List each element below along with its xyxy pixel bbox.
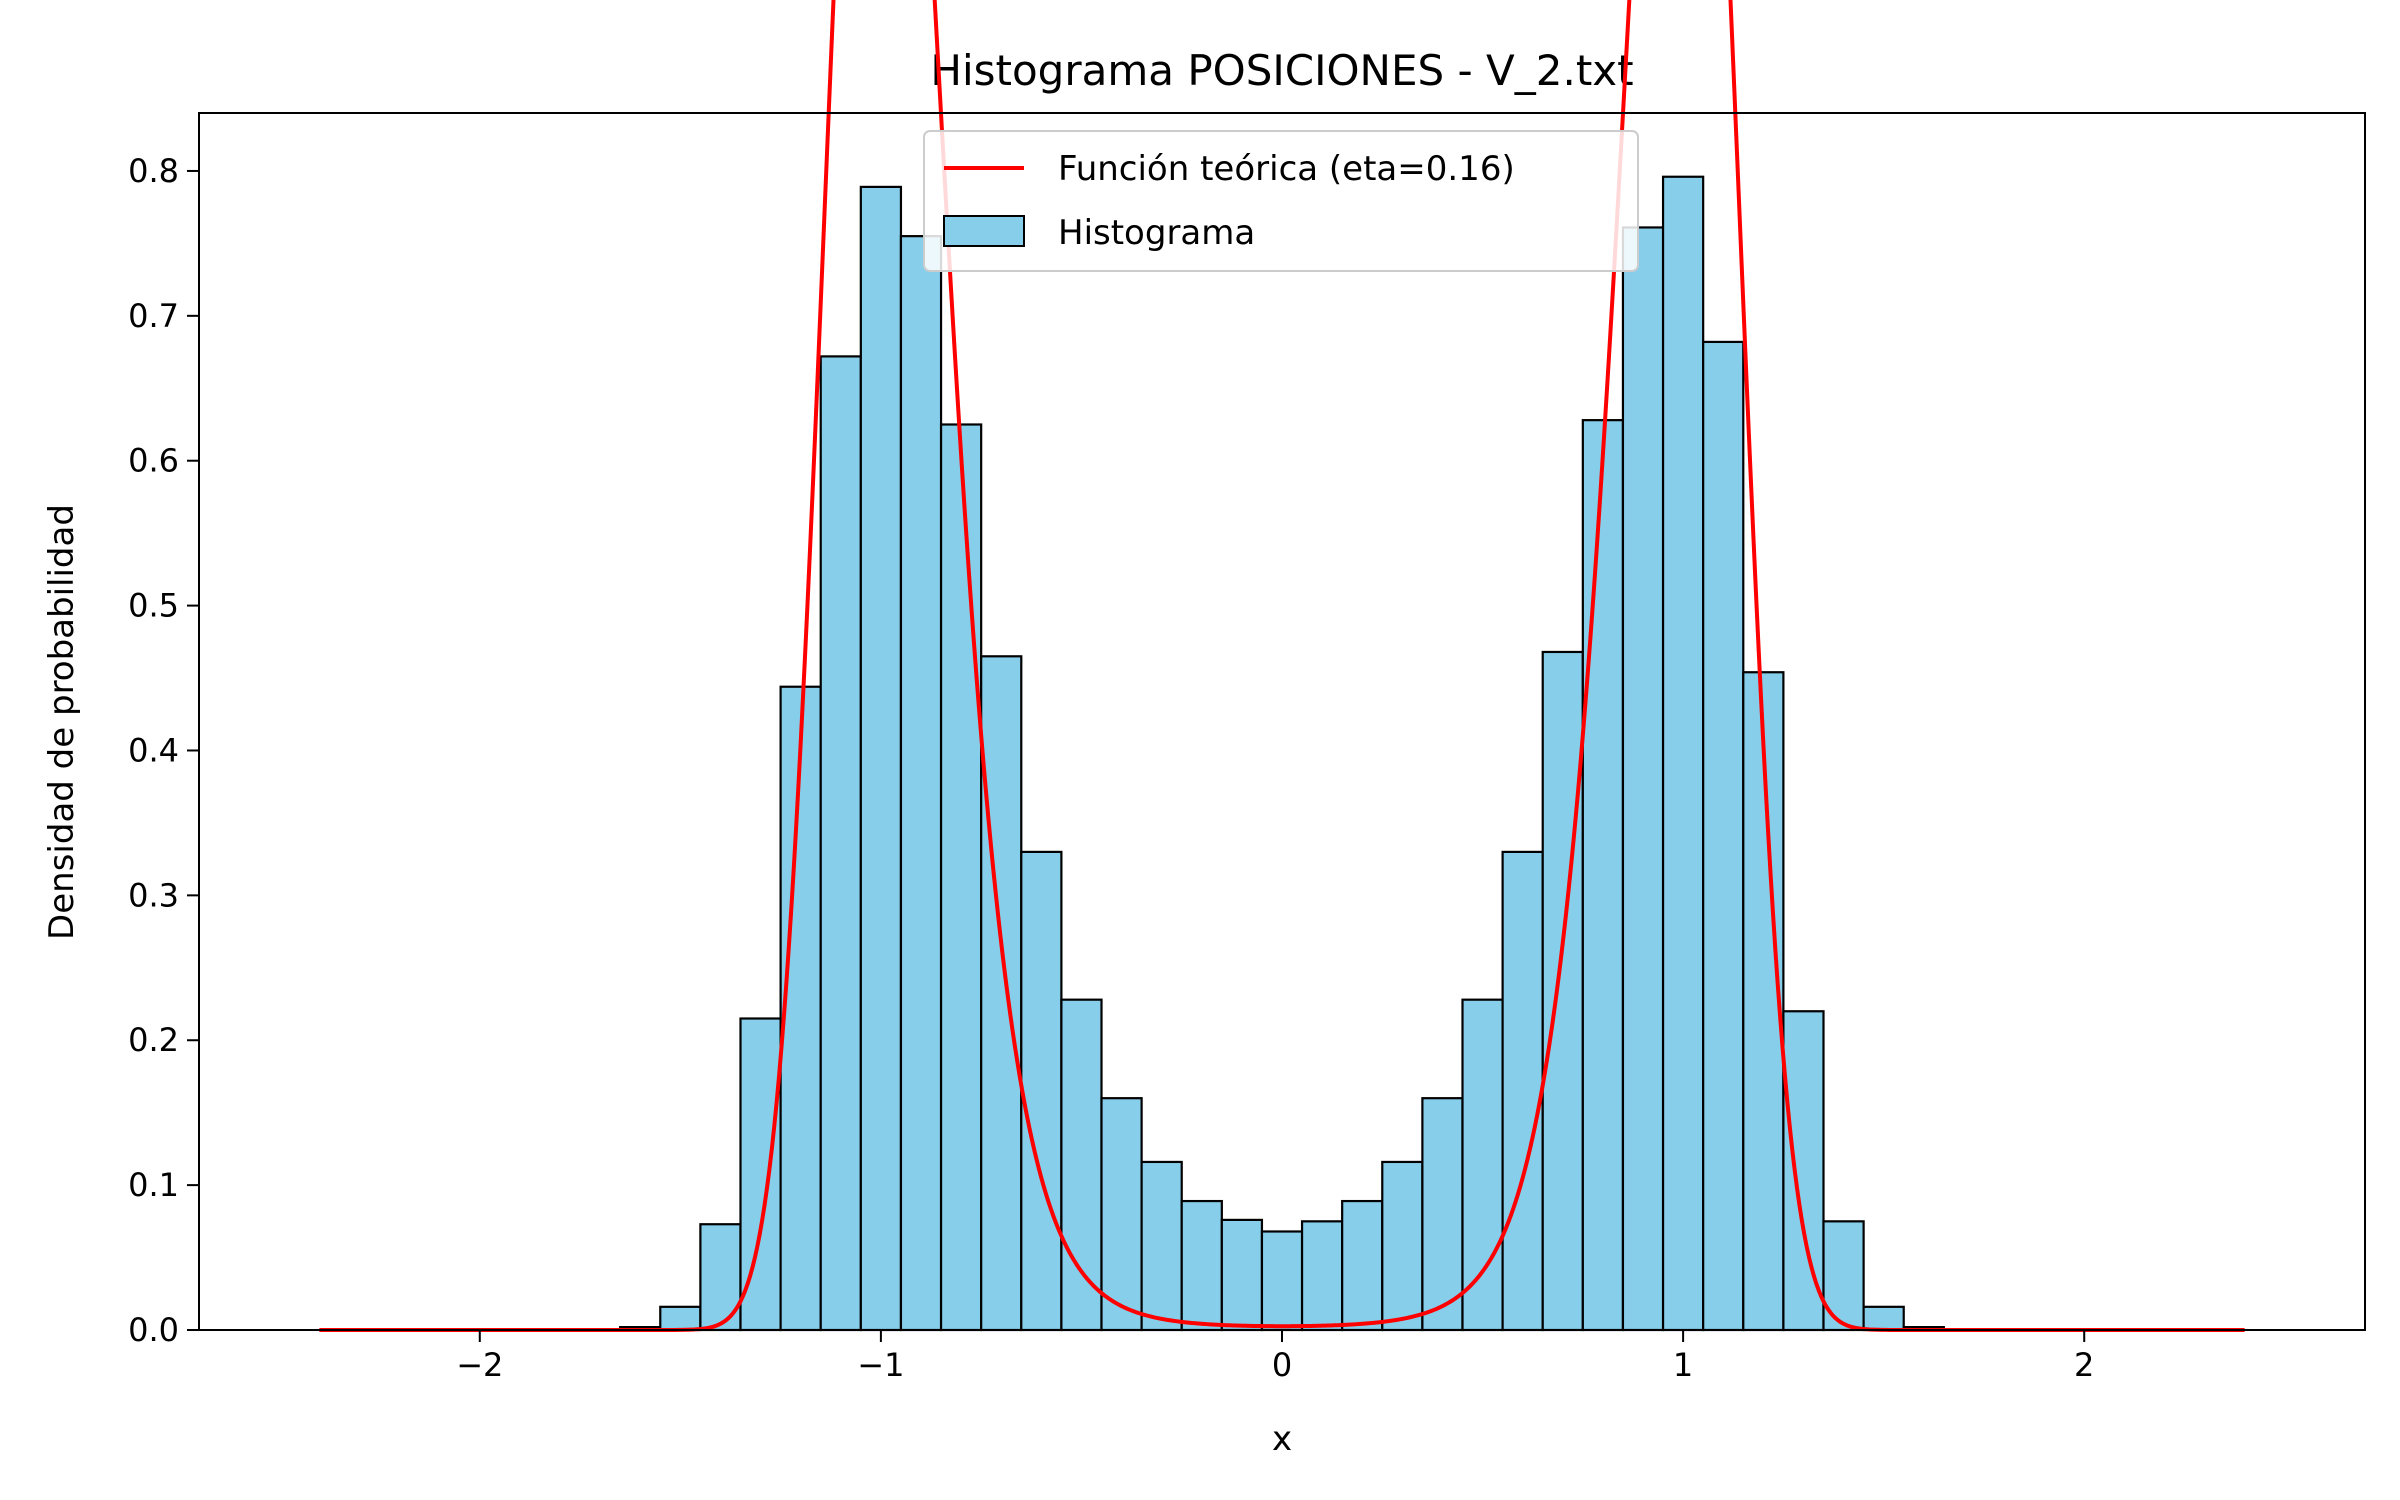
histogram-bar [1461,998,1504,1332]
y-tick-label: 0.4 [128,731,179,769]
histogram-bar [1782,1010,1825,1332]
legend-histogram-swatch [943,215,1025,247]
histogram-bar [779,685,822,1332]
x-tick-label: 2 [2074,1346,2094,1384]
y-tick-label: 0.3 [128,876,179,914]
chart-title: Histograma POSICIONES - V_2.txt [930,46,1633,95]
y-tick-label: 0.1 [128,1166,179,1204]
y-tick-label: 0.8 [128,152,179,190]
histogram-bar [1180,1199,1223,1332]
histogram-bar [819,355,862,1332]
histogram-bar [1661,175,1705,1332]
histogram-bar [1300,1220,1344,1332]
histogram-bar [1501,850,1544,1332]
legend-box [923,130,1639,272]
histogram-bar [1140,1160,1183,1332]
x-axis: −2 −1 0 1 2 [456,1330,2094,1384]
y-axis: 0.0 0.1 0.2 0.3 0.4 0.5 0.6 0.7 0.8 [128,152,199,1349]
legend: Función teórica (eta=0.16) Histograma [923,130,1639,272]
y-tick-label: 0.7 [128,297,179,335]
x-axis-label: x [1272,1419,1292,1459]
histogram-bar [1020,850,1063,1332]
histogram-bar [1742,671,1785,1332]
histogram-bar [1381,1160,1424,1332]
histogram-bar [859,185,903,1332]
y-tick-label: 0.5 [128,587,179,625]
histogram-bar [1862,1305,1905,1332]
legend-theory-label: Función teórica (eta=0.16) [1058,149,1515,189]
histogram-bar [1260,1230,1304,1332]
histogram-bar [899,235,943,1332]
histogram-bar [939,423,983,1332]
x-tick-label: 1 [1673,1346,1693,1384]
y-tick-label: 0.0 [128,1311,179,1349]
histogram-bar [659,1305,702,1332]
histogram-bar [1060,998,1103,1332]
x-tick-label: 0 [1272,1346,1292,1384]
histogram-bar [739,1017,782,1332]
x-tick-label: −2 [456,1346,503,1384]
histogram-bar [1100,1097,1143,1332]
histogram-bar [1581,419,1625,1332]
y-tick-label: 0.6 [128,442,179,480]
legend-histogram-label: Histograma [1058,213,1255,253]
histogram-bar [1621,226,1665,1332]
histogram-bar [1341,1199,1384,1332]
histogram-bar [1220,1218,1264,1332]
histogram-bar [1541,650,1584,1332]
x-tick-label: −1 [857,1346,904,1384]
histogram-bar [1702,340,1745,1332]
y-axis-label: Densidad de probabilidad [42,504,82,940]
histogram-bar [980,655,1023,1332]
y-tick-label: 0.2 [128,1021,179,1059]
